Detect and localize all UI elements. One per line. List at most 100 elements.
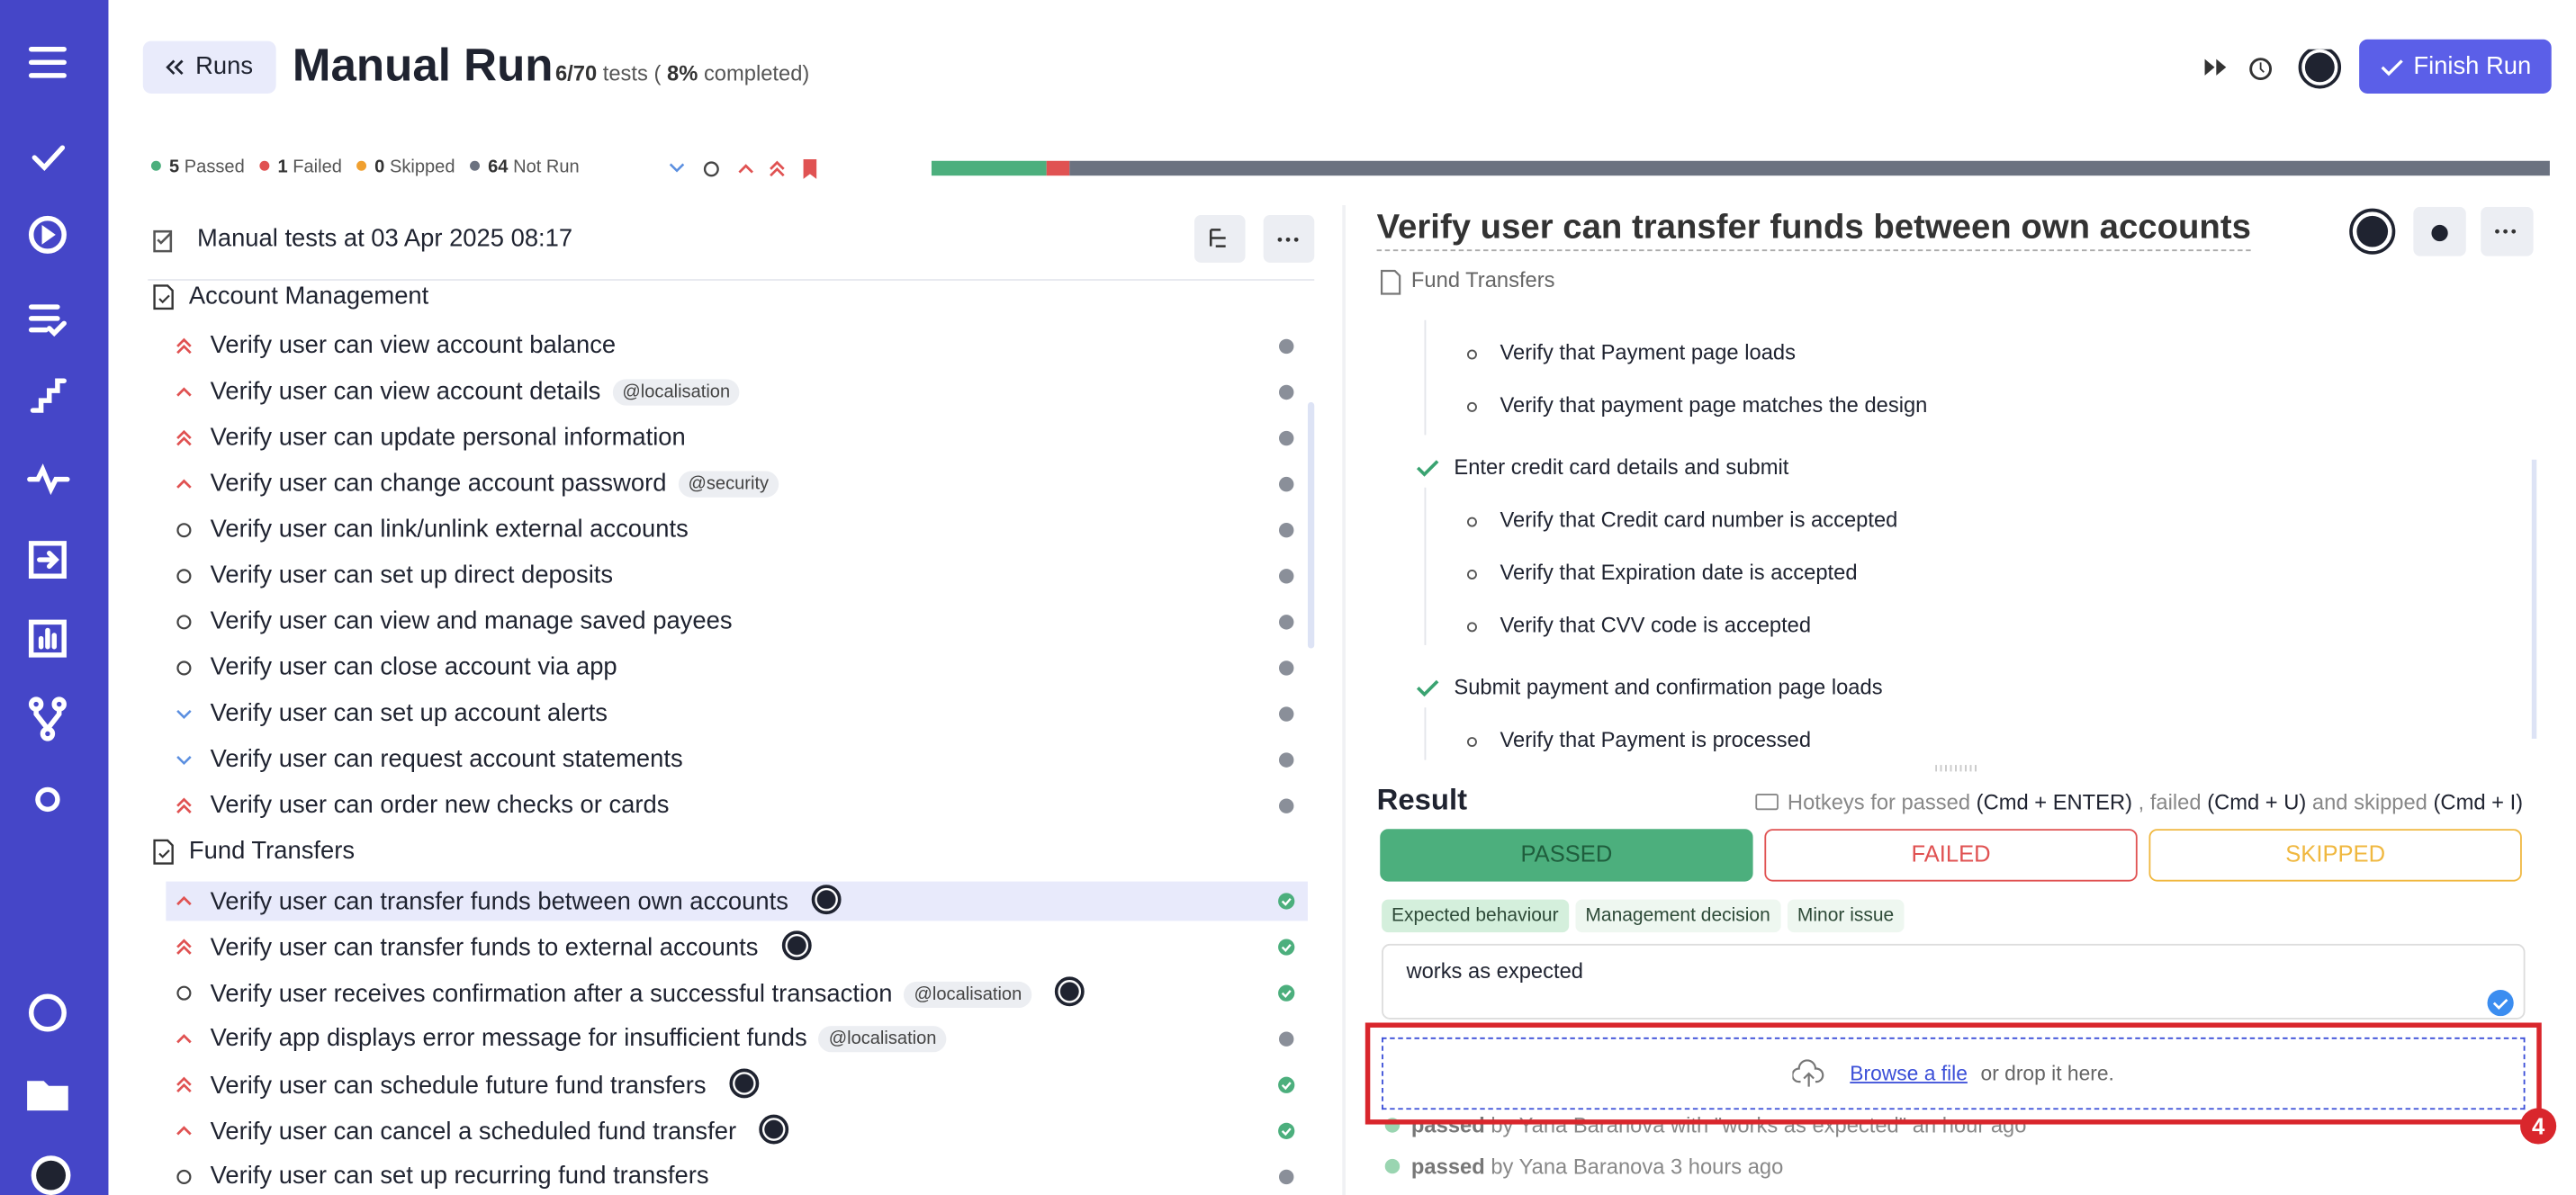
substep-text: Verify that payment page matches the des…	[1500, 391, 1928, 418]
tree-title: Manual tests at 03 Apr 2025 08:17	[197, 224, 573, 253]
stat-count: 64	[488, 157, 509, 178]
test-title: Verify user can cancel a scheduled fund …	[210, 1118, 737, 1146]
stat-label: Failed	[293, 157, 342, 178]
stat-dot	[150, 160, 161, 171]
test-row[interactable]: Verify user can request account statemen…	[211, 743, 683, 776]
stat-count: 0	[374, 157, 385, 178]
result-title: Result	[1376, 783, 1468, 816]
history-row[interactable]: passed by Yana Baranova with "works as e…	[1384, 1111, 2026, 1141]
priority-icon	[176, 479, 192, 489]
test-row[interactable]: Verify user receives confirmation after …	[211, 976, 1085, 1011]
stat-dot	[470, 160, 480, 171]
test-row[interactable]: Verify user can update personal informat…	[211, 422, 686, 454]
steps-box	[1376, 319, 2539, 760]
priority-icon	[176, 523, 192, 538]
tag-chip[interactable]: Management decision	[1575, 899, 1780, 933]
selected-row[interactable]	[166, 881, 1308, 921]
stat: 64 Not Run	[470, 154, 580, 180]
back-button[interactable]: Runs	[142, 40, 276, 94]
tag-chip[interactable]: Minor issue	[1787, 899, 1905, 933]
browse-link[interactable]: Browse a file	[1850, 1062, 1968, 1085]
priority-icon	[176, 797, 192, 813]
assignee-avatar	[780, 930, 811, 961]
test-row[interactable]: Verify user can schedule future fund tra…	[211, 1068, 760, 1103]
priority-icon	[176, 1169, 192, 1184]
test-row[interactable]: Verify user can set up recurring fund tr…	[211, 1161, 709, 1193]
status	[1278, 1122, 1295, 1139]
progress-segment	[1047, 160, 1071, 176]
test-row[interactable]: Verify user can transfer funds between o…	[211, 885, 842, 919]
suite-icon	[153, 839, 174, 865]
stat-dot	[259, 160, 270, 171]
priority-icon	[176, 709, 192, 719]
test-title: Verify user can link/unlink external acc…	[210, 515, 689, 544]
filter-icons	[669, 158, 817, 179]
test-row[interactable]: Verify user can link/unlink external acc…	[211, 514, 689, 546]
test-title: Verify user can close account via app	[210, 653, 617, 682]
percent: 8%	[667, 60, 698, 85]
status	[1278, 430, 1294, 446]
test-title: Verify user can view account balance	[210, 331, 617, 360]
hotkey-text: (Cmd + U)	[2207, 789, 2307, 814]
assignee-avatar	[759, 1114, 789, 1145]
test-row[interactable]: Verify user can close account via app	[211, 651, 617, 684]
highlight-badge: 4	[2520, 1108, 2557, 1145]
priority-icon	[176, 895, 192, 906]
hotkey-text: (Cmd + ENTER)	[1976, 789, 2133, 814]
status	[1278, 660, 1294, 676]
percent-suffix: completed)	[703, 60, 810, 85]
drop-text: or drop it here.	[1980, 1062, 2114, 1085]
test-row[interactable]: Verify user can view account balance	[211, 330, 617, 363]
substep-text: Verify that CVV code is accepted	[1500, 612, 1812, 637]
status	[1278, 752, 1294, 768]
status	[1278, 569, 1294, 584]
test-title: Verify user can view account details	[210, 377, 601, 406]
tree-buttons	[1193, 214, 1315, 263]
steps-line	[1424, 319, 1427, 436]
keyboard-icon	[1755, 794, 1779, 811]
history-status: passed	[1410, 1154, 1485, 1179]
test-title: Verify user can update personal informat…	[210, 423, 686, 452]
suite-name: Account Management	[188, 282, 429, 310]
tree-icon	[153, 229, 173, 253]
test-row[interactable]: Verify user can set up direct deposits	[211, 560, 613, 592]
test-row[interactable]: Verify user can cancel a scheduled fund …	[210, 1114, 789, 1149]
test-row[interactable]: Verify app displays error message for in…	[211, 1022, 947, 1055]
test-row[interactable]: Verify user can order new checks or card…	[211, 789, 670, 822]
hotkey-text: (Cmd + I)	[2433, 789, 2524, 814]
substep-text: Verify that Expiration date is accepted	[1500, 560, 1858, 585]
step-check	[1416, 460, 1439, 477]
step-check	[1416, 679, 1439, 697]
detail-suite: Fund Transfers	[1410, 267, 1555, 292]
steps-scroll	[2531, 459, 2537, 739]
priority-icon	[176, 569, 192, 584]
test-row[interactable]: Verify user can transfer funds to extern…	[211, 930, 811, 965]
result-button[interactable]: PASSED	[1380, 829, 1753, 882]
bullet	[1466, 401, 1477, 412]
stat-count: 1	[277, 157, 288, 178]
steps-line	[1424, 707, 1427, 760]
test-row[interactable]: Verify user can view account details @lo…	[210, 376, 741, 409]
result-button[interactable]: SKIPPED	[2148, 829, 2522, 882]
test-title: Verify user can transfer funds between o…	[210, 887, 788, 916]
status	[1278, 1076, 1295, 1093]
test-row[interactable]: Verify user can set up account alerts	[211, 697, 608, 730]
hotkey-text: Hotkeys for passed	[1787, 789, 1971, 814]
suite-name: Fund Transfers	[188, 837, 356, 866]
priority-icon	[176, 660, 192, 676]
history-by: by Yana Baranova 3 hours ago	[1491, 1154, 1784, 1179]
priority-icon	[176, 1126, 192, 1136]
result-button[interactable]: FAILED	[1764, 829, 2138, 882]
priority-icon	[176, 387, 192, 397]
priority-icon	[176, 1076, 192, 1093]
history-row[interactable]: passed by Yana Baranova 3 hours ago	[1384, 1153, 1784, 1182]
test-row[interactable]: Verify user can change account password …	[211, 468, 779, 500]
finish-button[interactable]: Finish Run	[2359, 39, 2552, 94]
test-title: Verify user can set up recurring fund tr…	[210, 1162, 709, 1191]
test-tag: @localisation	[612, 379, 741, 406]
scrollbar	[1307, 401, 1315, 649]
test-row[interactable]: Verify user can view and manage saved pa…	[211, 606, 733, 638]
tag-chip[interactable]: Expected behaviour	[1382, 899, 1569, 933]
status	[1278, 1031, 1294, 1047]
